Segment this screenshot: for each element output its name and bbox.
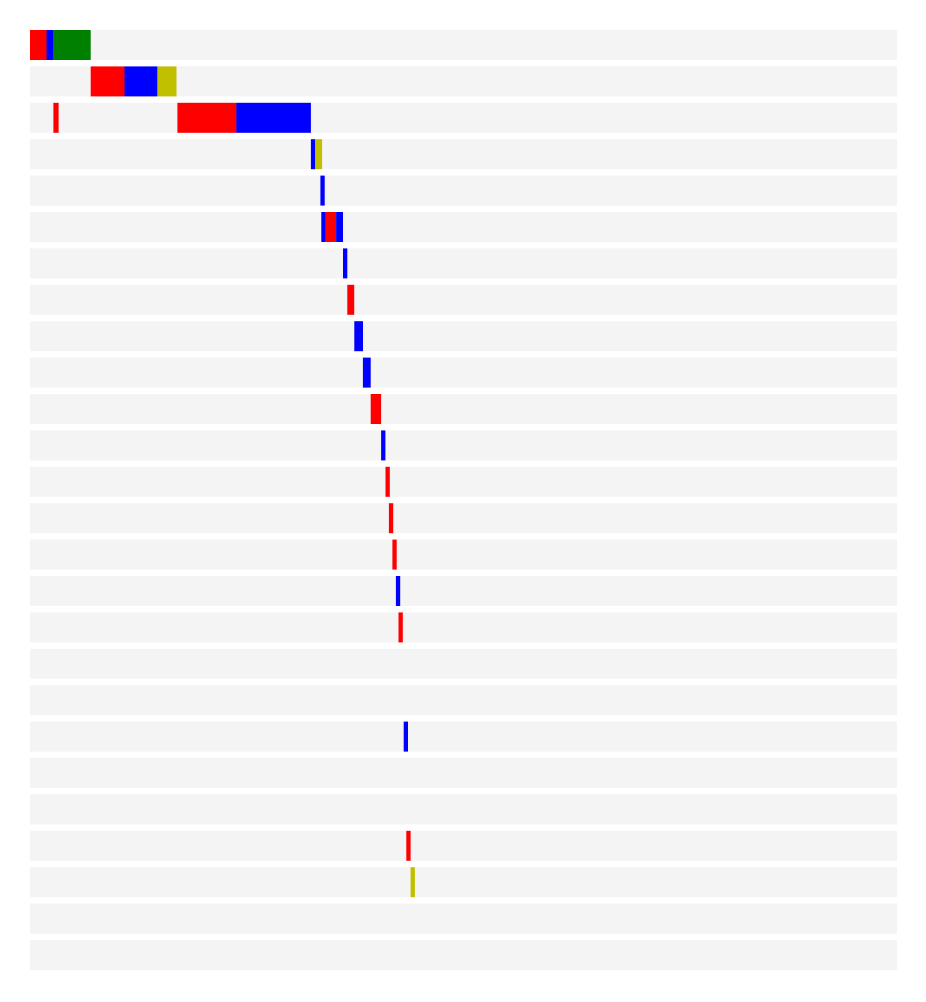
row-track-14 <box>30 539 897 570</box>
row-track-4 <box>30 175 897 206</box>
bar-segment-row7-16 <box>347 284 355 315</box>
row-track-21 <box>30 794 897 825</box>
row-track-8 <box>30 321 897 352</box>
row-track-7 <box>30 284 897 315</box>
bar-segment-row11-20 <box>381 430 386 461</box>
row-track-9 <box>30 357 897 388</box>
bar-segment-row0-2 <box>53 30 91 60</box>
row-track-12 <box>30 466 897 497</box>
bar-segment-row22-27 <box>406 830 411 861</box>
row-track-6 <box>30 248 897 279</box>
bar-segment-row23-28 <box>410 867 415 898</box>
row-track-22 <box>30 830 897 861</box>
bar-segment-row14-23 <box>392 539 397 570</box>
row-track-24 <box>30 903 897 934</box>
bar-segment-row3-10 <box>315 139 323 170</box>
bar-segment-row13-22 <box>388 503 394 534</box>
bar-segment-row5-13 <box>325 212 336 242</box>
bar-segment-row0-1 <box>46 30 54 60</box>
row-track-13 <box>30 503 897 534</box>
row-track-19 <box>30 721 897 752</box>
bar-segment-row10-19 <box>370 394 382 424</box>
row-track-5 <box>30 212 897 242</box>
bar-segment-row19-26 <box>403 721 408 752</box>
bar-segment-row2-8 <box>236 102 311 133</box>
bar-segment-row0-0 <box>30 30 47 60</box>
bar-segment-row12-21 <box>385 466 390 497</box>
bar-segment-row2-6 <box>53 102 59 133</box>
row-track-23 <box>30 867 897 898</box>
bar-segment-row1-3 <box>90 66 125 97</box>
bar-segment-row6-15 <box>343 248 348 279</box>
bar-segment-row15-24 <box>395 576 401 606</box>
bar-segment-row9-18 <box>362 357 371 388</box>
bar-segment-row5-14 <box>336 212 343 242</box>
bar-segment-row16-25 <box>398 612 403 643</box>
bar-segment-row4-11 <box>320 175 325 206</box>
row-track-3 <box>30 139 897 170</box>
row-track-2 <box>30 102 897 133</box>
bar-segment-row2-7 <box>177 102 237 133</box>
row-track-17 <box>30 648 897 679</box>
row-track-15 <box>30 576 897 606</box>
row-track-0 <box>30 30 897 60</box>
row-track-18 <box>30 685 897 716</box>
row-track-25 <box>30 940 897 970</box>
row-track-10 <box>30 394 897 424</box>
row-track-16 <box>30 612 897 643</box>
bar-segment-row1-4 <box>124 66 158 97</box>
bar-segment-row1-5 <box>157 66 177 97</box>
bar-segment-row3-9 <box>310 139 316 170</box>
bar-segment-row8-17 <box>354 321 363 352</box>
row-track-11 <box>30 430 897 461</box>
row-track-20 <box>30 758 897 788</box>
bar-segment-row5-12 <box>321 212 326 242</box>
